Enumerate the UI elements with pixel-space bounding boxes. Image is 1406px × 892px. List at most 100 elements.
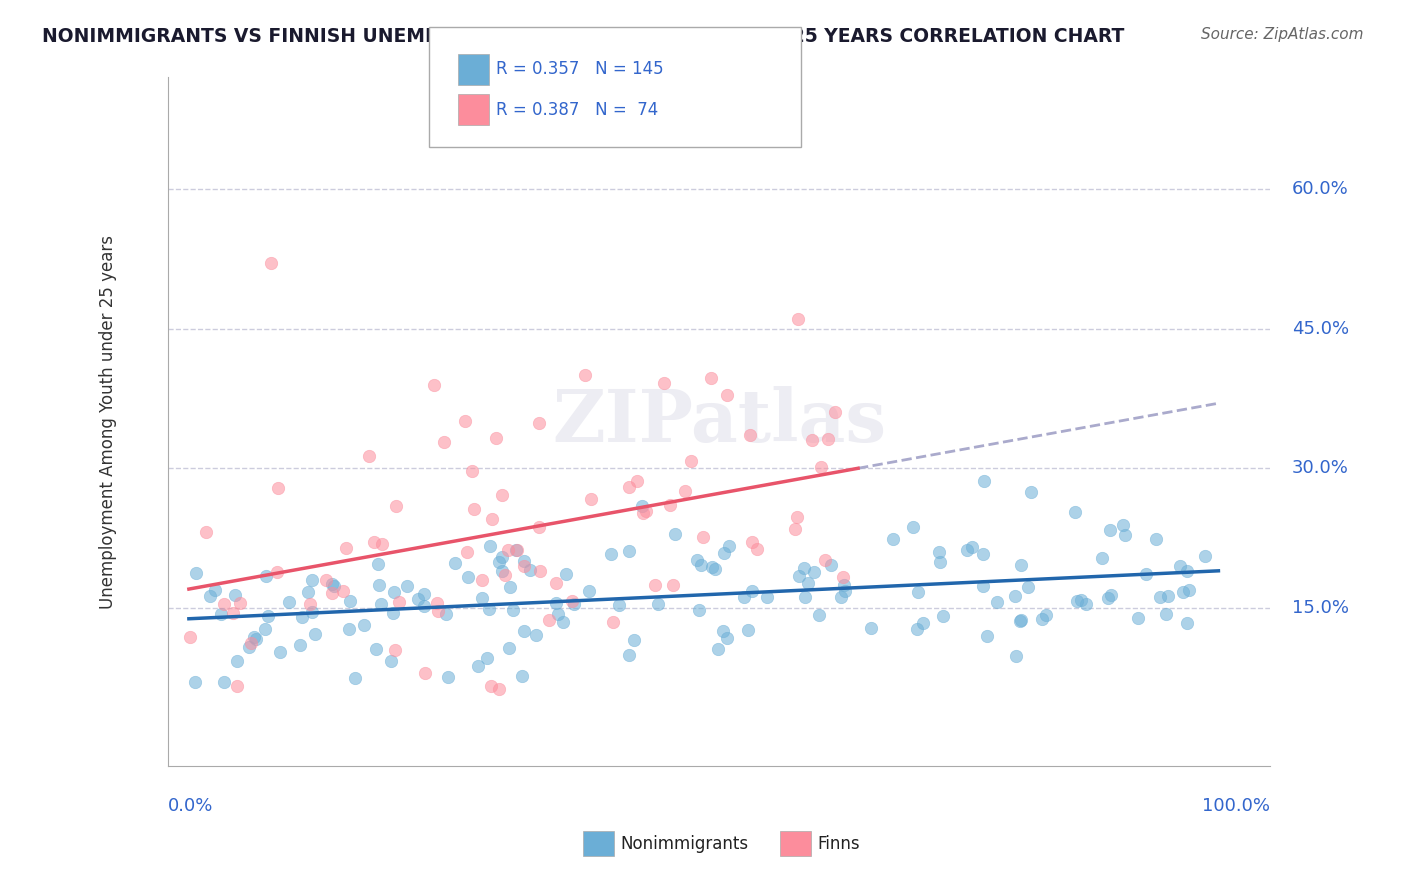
Point [797, 576, 820, 591]
Point [626, 474, 648, 488]
Point [257, 609, 280, 624]
Point [224, 588, 246, 602]
Point [1099, 523, 1122, 537]
Text: Source: ZipAtlas.com: Source: ZipAtlas.com [1201, 27, 1364, 42]
Point [491, 549, 513, 564]
Point [832, 578, 855, 592]
Text: 60.0%: 60.0% [1292, 180, 1348, 198]
Point [267, 481, 290, 495]
Point [700, 371, 723, 385]
Point [737, 623, 759, 637]
Point [1010, 614, 1032, 628]
Point [388, 595, 411, 609]
Text: R = 0.387   N =  74: R = 0.387 N = 74 [496, 101, 658, 119]
Point [254, 622, 277, 636]
Point [659, 498, 682, 512]
Point [485, 431, 508, 445]
Point [820, 558, 842, 573]
Point [738, 428, 761, 442]
Point [367, 557, 389, 571]
Point [928, 545, 950, 559]
Point [1005, 649, 1028, 664]
Point [222, 606, 245, 620]
Point [713, 546, 735, 560]
Point [794, 590, 817, 604]
Point [471, 574, 494, 588]
Point [741, 535, 763, 549]
Point [755, 590, 778, 604]
Point [291, 609, 314, 624]
Point [260, 256, 283, 270]
Point [456, 545, 478, 559]
Point [444, 556, 467, 570]
Point [1035, 608, 1057, 623]
Point [478, 602, 501, 616]
Point [702, 560, 724, 574]
Text: 0.0%: 0.0% [169, 797, 214, 814]
Point [617, 648, 640, 663]
Point [266, 565, 288, 579]
Point [494, 567, 516, 582]
Point [506, 543, 529, 558]
Point [546, 596, 568, 610]
Point [810, 460, 832, 475]
Point [527, 416, 550, 430]
Point [1074, 597, 1097, 611]
Point [214, 597, 236, 611]
Text: 100.0%: 100.0% [1202, 797, 1270, 814]
Point [817, 432, 839, 446]
Point [907, 584, 929, 599]
Point [662, 578, 685, 592]
Point [321, 577, 343, 591]
Point [510, 669, 533, 683]
Point [481, 680, 503, 694]
Point [692, 530, 714, 544]
Point [1017, 580, 1039, 594]
Point [332, 584, 354, 599]
Point [427, 604, 450, 618]
Text: Finns: Finns [817, 835, 859, 853]
Text: NONIMMIGRANTS VS FINNISH UNEMPLOYMENT AMONG YOUTH UNDER 25 YEARS CORRELATION CHA: NONIMMIGRANTS VS FINNISH UNEMPLOYMENT AM… [42, 27, 1125, 45]
Point [298, 598, 321, 612]
Point [433, 434, 456, 449]
Point [498, 543, 520, 558]
Point [339, 593, 361, 607]
Point [1178, 583, 1201, 598]
Point [301, 605, 323, 619]
Point [384, 584, 406, 599]
Point [1171, 585, 1194, 599]
Text: 30.0%: 30.0% [1292, 459, 1348, 477]
Point [209, 607, 232, 621]
Point [380, 654, 402, 668]
Point [600, 547, 623, 561]
Point [488, 682, 510, 697]
Point [538, 613, 561, 627]
Point [245, 632, 267, 646]
Point [652, 376, 675, 390]
Point [1066, 594, 1088, 608]
Point [912, 615, 935, 630]
Point [830, 590, 852, 604]
Point [976, 628, 998, 642]
Point [434, 607, 457, 622]
Point [269, 645, 291, 659]
Point [617, 480, 640, 494]
Point [343, 671, 366, 685]
Point [1168, 559, 1191, 574]
Point [179, 630, 201, 644]
Point [1064, 504, 1087, 518]
Point [607, 599, 630, 613]
Point [703, 562, 725, 576]
Point [467, 659, 489, 673]
Point [498, 640, 520, 655]
Point [834, 584, 856, 599]
Point [973, 474, 995, 488]
Point [711, 624, 734, 638]
Point [664, 527, 686, 541]
Point [304, 626, 326, 640]
Point [553, 615, 575, 629]
Point [901, 519, 924, 533]
Point [335, 541, 357, 555]
Point [688, 603, 710, 617]
Point [499, 580, 522, 594]
